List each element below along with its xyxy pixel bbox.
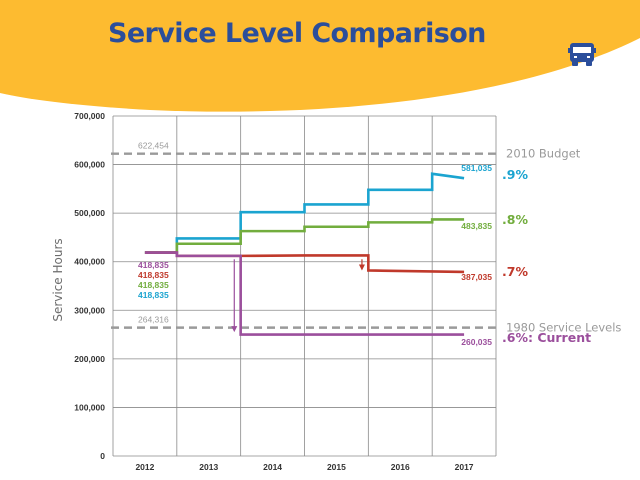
y-tick-label: 400,000 [74, 257, 105, 267]
y-tick-label: 500,000 [74, 208, 105, 218]
y-tick-label: 700,000 [74, 111, 105, 121]
series-line [144, 172, 465, 254]
x-tick-label: 2014 [263, 462, 282, 472]
series-end-label: 260,035 [461, 337, 492, 347]
arrow-head [231, 326, 238, 333]
x-tick-label: 2016 [391, 462, 410, 472]
series-rate-label: .9% [502, 167, 528, 182]
reference-line-label: 2010 Budget [506, 147, 581, 161]
y-tick-label: 300,000 [74, 305, 105, 315]
series-rate-label: .8% [502, 212, 528, 227]
y-tick-label: 600,000 [74, 160, 105, 170]
series-line [144, 251, 465, 336]
bus-icon [568, 43, 596, 66]
slide-title: Service Level Comparison [108, 18, 486, 49]
series-start-label: 418,835 [138, 260, 169, 270]
header-banner [0, 0, 640, 112]
series-end-label: 387,035 [461, 272, 492, 282]
series-end-label: 581,035 [461, 163, 492, 173]
series-rate-label: .7% [502, 264, 528, 279]
series-start-label: 418,835 [138, 290, 169, 300]
x-tick-label: 2012 [135, 462, 154, 472]
series-start-label: 418,835 [138, 270, 169, 280]
arrow-head [358, 264, 365, 271]
series-line [144, 218, 465, 254]
x-tick-label: 2017 [455, 462, 474, 472]
series-end-label: 483,835 [461, 221, 492, 231]
y-tick-label: 100,000 [74, 402, 105, 412]
x-tick-label: 2013 [199, 462, 218, 472]
series-rate-label: .6%: Current [502, 330, 591, 345]
banner-shape [0, 0, 640, 112]
reference-line-label: 1980 Service Levels [506, 321, 621, 335]
series-start-label: 418,835 [138, 280, 169, 290]
x-tick-label: 2015 [327, 462, 346, 472]
reference-value-label: 264,316 [138, 315, 169, 325]
y-tick-label: 0 [100, 451, 105, 461]
reference-value-label: 622,454 [138, 141, 169, 151]
y-tick-label: 200,000 [74, 354, 105, 364]
y-axis-title: Service Hours [51, 238, 65, 321]
